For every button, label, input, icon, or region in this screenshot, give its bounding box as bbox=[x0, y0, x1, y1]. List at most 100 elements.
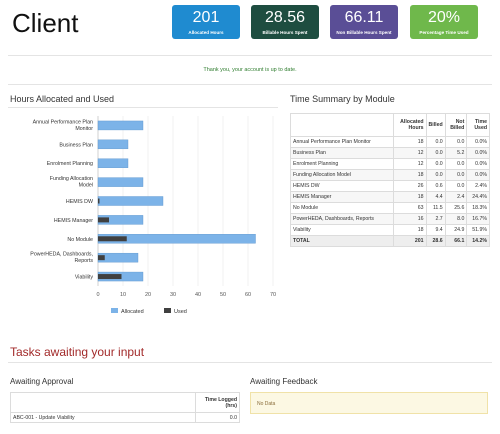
y-tick-label: Viability bbox=[75, 275, 94, 281]
bar-used bbox=[98, 217, 109, 223]
y-tick-label: Funding Allocation Model bbox=[50, 176, 93, 189]
awaiting-feedback-title: Awaiting Feedback bbox=[250, 377, 318, 386]
column-header bbox=[290, 113, 394, 137]
total-cell: 28.6 bbox=[425, 235, 446, 247]
hours-section-title: Hours Allocated and Used bbox=[10, 94, 115, 104]
module-name: No Module bbox=[290, 202, 394, 214]
column-header bbox=[10, 392, 196, 413]
table-cell: 2.4 bbox=[444, 191, 468, 203]
table-cell: 9.4 bbox=[425, 224, 446, 236]
table-cell: 18 bbox=[393, 169, 427, 181]
kpi-value: 66.11 bbox=[344, 9, 384, 26]
module-name: PowerHEDA, Dashboards, Reports bbox=[290, 213, 394, 225]
table-row: HEMIS Manager 18 4.4 2.4 24.4% bbox=[290, 191, 490, 203]
table-cell: 0.0 bbox=[444, 158, 468, 170]
kpi-non-billable-hours[interactable]: 66.11 Non Billable Hours Spent bbox=[330, 5, 398, 39]
bar-used bbox=[98, 274, 122, 280]
table-cell: 0.0 bbox=[444, 136, 468, 148]
bar-used bbox=[98, 255, 105, 261]
table-row: Annual Performance Plan Monitor 18 0.0 0.0 0… bbox=[290, 136, 490, 148]
module-name: HEMIS DW bbox=[290, 180, 394, 192]
bar-used bbox=[98, 198, 100, 204]
table-cell: 12 bbox=[393, 147, 427, 159]
no-data-message: No Data bbox=[250, 392, 488, 414]
table-cell: 8.0 bbox=[444, 213, 468, 225]
module-name: Annual Performance Plan Monitor bbox=[290, 136, 394, 148]
kpi-billable-hours[interactable]: 28.56 Billable Hours Spent bbox=[251, 5, 319, 39]
kpi-label: Percentage Time Used bbox=[419, 30, 469, 35]
total-cell: 201 bbox=[393, 235, 427, 247]
task-name[interactable]: ABC-001 - Update Viability bbox=[10, 412, 196, 423]
module-name: Viability bbox=[290, 224, 394, 236]
table-cell: 18 bbox=[393, 191, 427, 203]
tasks-title: Tasks awaiting your input bbox=[10, 345, 145, 359]
y-tick-label: Annual Performance Plan Monitor bbox=[33, 119, 94, 132]
table-cell: 0.6 bbox=[425, 180, 446, 192]
x-tick-label: 0 bbox=[96, 292, 99, 298]
y-tick-label: Enrolment Planning bbox=[47, 161, 93, 167]
x-tick-label: 30 bbox=[170, 292, 176, 298]
column-header: Time Logged (hrs) bbox=[195, 392, 240, 413]
total-label: TOTAL bbox=[290, 235, 394, 247]
table-cell: 0.0 bbox=[444, 180, 468, 192]
time-logged: 0.0 bbox=[195, 412, 240, 423]
x-tick-label: 50 bbox=[220, 292, 226, 298]
bar-allocated bbox=[97, 177, 144, 187]
table-row: HEMIS DW 26 0.6 0.0 2.4% bbox=[290, 180, 490, 192]
y-tick-label: HEMIS DW bbox=[66, 199, 93, 205]
module-name: Business Plan bbox=[290, 147, 394, 159]
table-cell: 0.0% bbox=[466, 158, 490, 170]
kpi-allocated-hours[interactable]: 201 Allocated Hours bbox=[172, 5, 240, 39]
table-cell: 2.4% bbox=[466, 180, 490, 192]
table-row: PowerHEDA, Dashboards, Reports 16 2.7 8.0 16… bbox=[290, 213, 490, 225]
kpi-percentage-used[interactable]: 20% Percentage Time Used bbox=[410, 5, 478, 39]
module-name: Funding Allocation Model bbox=[290, 169, 394, 181]
table-cell: 18.3% bbox=[466, 202, 490, 214]
table-cell: 25.6 bbox=[444, 202, 468, 214]
account-status-notice: Thank you, your account is up to date. bbox=[203, 67, 297, 73]
table-cell: 0.0% bbox=[466, 136, 490, 148]
table-cell: 24.4% bbox=[466, 191, 490, 203]
hours-chart: 0 10 20 30 40 50 60 70 Annual Performance Plan Mo… bbox=[30, 116, 276, 315]
table-cell: 24.9 bbox=[444, 224, 468, 236]
legend-label-allocated: Allocated bbox=[121, 309, 144, 315]
bar-allocated bbox=[97, 139, 129, 150]
total-cell: 66.1 bbox=[444, 235, 468, 247]
kpi-label: Billable Hours Spent bbox=[262, 30, 308, 35]
bar-used bbox=[98, 236, 127, 242]
table-cell: 0.0 bbox=[425, 158, 446, 170]
column-header: Not Billed bbox=[444, 113, 468, 137]
total-row: TOTAL 201 28.6 66.1 14.2% bbox=[290, 235, 490, 247]
table-cell: 18 bbox=[393, 224, 427, 236]
table-cell: 0.0% bbox=[466, 169, 490, 181]
table-cell: 12 bbox=[393, 158, 427, 170]
table-cell: 4.4 bbox=[425, 191, 446, 203]
y-tick-label: HEMIS Manager bbox=[54, 218, 93, 224]
time-summary-table: Allocated Hours Billed Not Billed Time U… bbox=[290, 113, 490, 247]
x-tick-label: 60 bbox=[245, 292, 251, 298]
legend-label-used: Used bbox=[174, 309, 187, 315]
table-header-row: Time Logged (hrs) bbox=[10, 392, 240, 413]
kpi-value: 20% bbox=[427, 9, 461, 26]
column-header: Allocated Hours bbox=[393, 113, 427, 137]
table-cell: 18 bbox=[393, 136, 427, 148]
table-header-row: Allocated Hours Billed Not Billed Time U… bbox=[290, 113, 490, 137]
y-tick-label: Business Plan bbox=[59, 142, 93, 148]
header-divider bbox=[8, 55, 492, 56]
summary-section-title: Time Summary by Module bbox=[290, 94, 395, 104]
x-tick-label: 40 bbox=[195, 292, 201, 298]
table-cell: 0.0% bbox=[466, 147, 490, 159]
x-tick-label: 70 bbox=[270, 292, 276, 298]
notice-divider bbox=[8, 84, 492, 85]
table-cell: 0.0 bbox=[444, 169, 468, 181]
kpi-value: 28.56 bbox=[264, 9, 306, 26]
awaiting-approval-table: Time Logged (hrs) ABC-001 - Update Viabi… bbox=[10, 392, 240, 423]
bar-allocated bbox=[97, 120, 144, 131]
kpi-label: Allocated Hours bbox=[188, 30, 224, 35]
table-cell: 0.0 bbox=[425, 147, 446, 159]
table-row[interactable]: ABC-001 - Update Viability 0.0 bbox=[10, 412, 240, 423]
table-cell: 5.2 bbox=[444, 147, 468, 159]
module-name: HEMIS Manager bbox=[290, 191, 394, 203]
x-tick-label: 10 bbox=[120, 292, 126, 298]
hours-title-divider bbox=[8, 107, 278, 108]
